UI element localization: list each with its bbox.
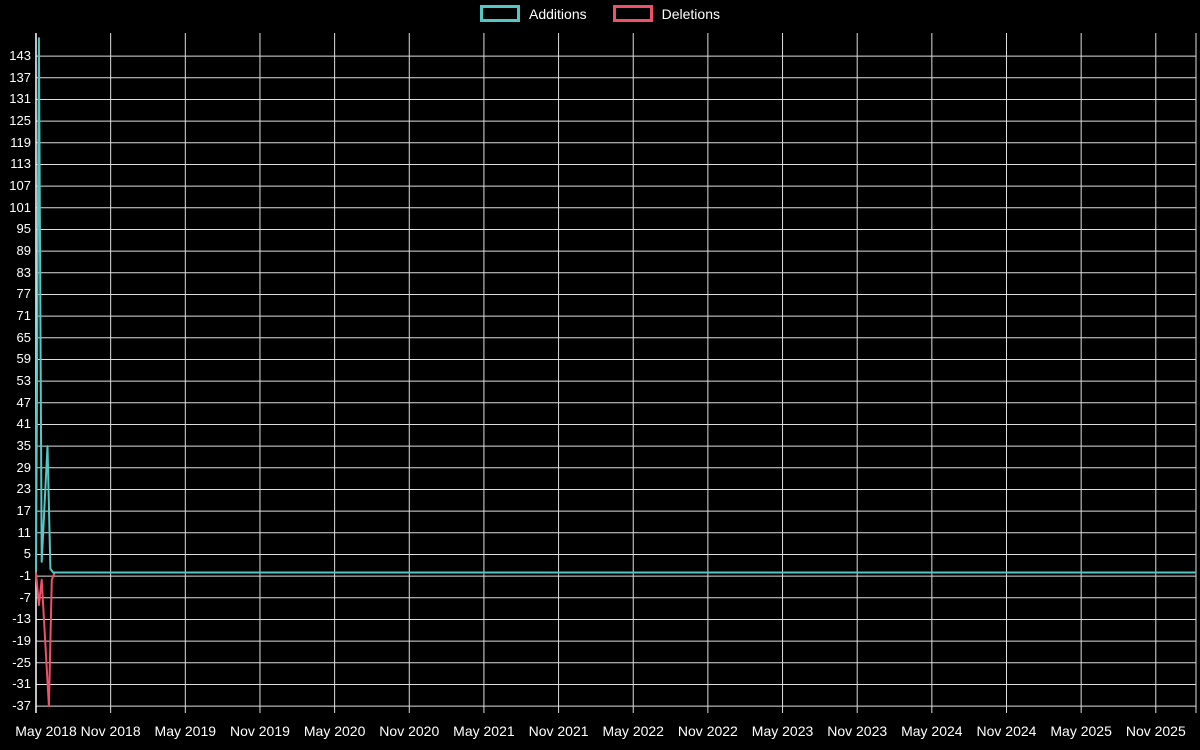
y-tick-label: -7 (19, 589, 31, 605)
y-tick-label: -37 (12, 698, 31, 714)
y-tick-label: 23 (16, 481, 31, 497)
legend-item-additions[interactable]: Additions (480, 5, 587, 22)
x-tick-label: May 2019 (154, 723, 217, 739)
x-tick-label: May 2024 (901, 723, 963, 739)
x-tick-label: Nov 2018 (80, 723, 141, 739)
y-tick-label: 83 (16, 264, 31, 280)
legend-label-additions: Additions (529, 5, 587, 22)
y-tick-label: 29 (16, 459, 31, 475)
x-tick-label: May 2018 (15, 723, 77, 739)
x-tick-label: Nov 2022 (677, 723, 738, 739)
y-tick-label: 53 (16, 373, 31, 389)
legend-label-deletions: Deletions (661, 5, 720, 22)
y-tick-label: 77 (16, 286, 31, 302)
additions-swatch-icon (480, 5, 521, 22)
y-tick-label: 65 (16, 329, 31, 345)
y-tick-label: 35 (16, 438, 31, 454)
chart-legend: Additions Deletions (0, 5, 1200, 22)
y-tick-label: 137 (9, 69, 31, 85)
y-tick-label: 143 (9, 48, 31, 64)
x-tick-label: Nov 2023 (827, 723, 888, 739)
x-tick-label: Nov 2020 (379, 723, 440, 739)
y-tick-label: -19 (12, 633, 31, 649)
x-tick-label: May 2023 (751, 723, 814, 739)
x-tick-label: Nov 2021 (528, 723, 589, 739)
x-tick-label: May 2020 (303, 723, 366, 739)
y-tick-label: 89 (16, 243, 31, 259)
y-tick-label: 17 (16, 503, 31, 519)
y-tick-label: 71 (16, 308, 31, 324)
y-tick-label: 95 (16, 221, 31, 237)
y-tick-label: 107 (9, 178, 31, 194)
y-tick-label: 113 (10, 156, 31, 172)
x-tick-label: Nov 2025 (1125, 723, 1186, 739)
y-tick-label: 41 (16, 416, 31, 432)
y-tick-label: 5 (23, 546, 31, 562)
legend-item-deletions[interactable]: Deletions (612, 5, 720, 22)
deletions-line (35, 571, 1196, 708)
y-tick-label: 59 (16, 351, 31, 367)
y-tick-label: -1 (19, 568, 31, 584)
x-tick-label: May 2025 (1050, 723, 1112, 739)
y-tick-label: 47 (16, 394, 31, 410)
y-tick-label: 131 (9, 91, 31, 107)
deletions-swatch-icon (612, 5, 653, 22)
y-tick-label: 125 (9, 113, 31, 129)
y-tick-label: 11 (17, 524, 32, 540)
x-tick-label: Nov 2019 (229, 723, 290, 739)
x-tick-label: Nov 2024 (976, 723, 1037, 739)
y-tick-label: 119 (10, 134, 31, 150)
y-tick-label: -31 (12, 676, 31, 692)
y-tick-label: -13 (12, 611, 31, 627)
additions-line (35, 37, 1196, 574)
y-tick-label: -25 (12, 654, 31, 670)
y-tick-label: 101 (9, 199, 31, 215)
x-tick-label: May 2022 (602, 723, 664, 739)
x-tick-label: May 2021 (453, 723, 515, 739)
